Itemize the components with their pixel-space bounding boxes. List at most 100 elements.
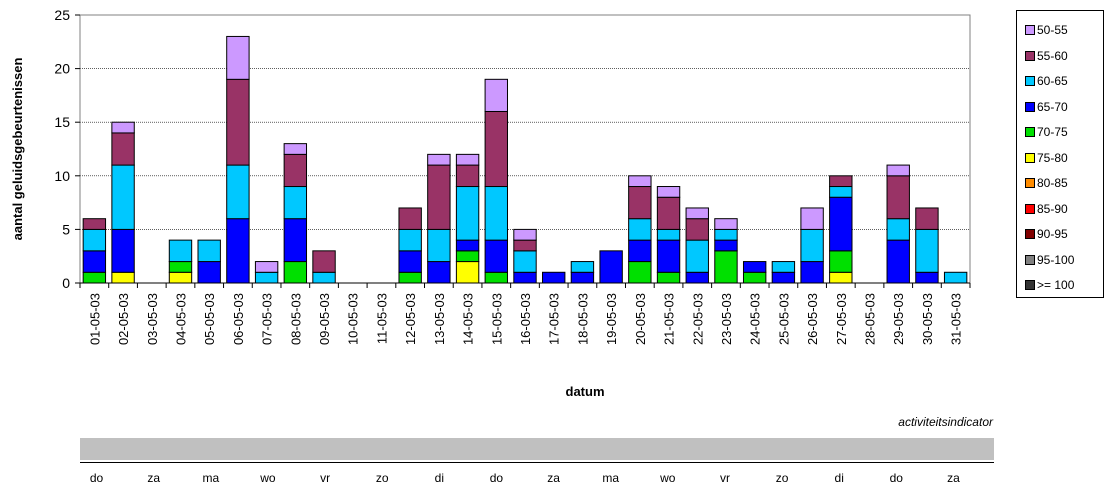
legend-label: >= 100: [1037, 278, 1075, 292]
legend-label: 60-65: [1037, 74, 1068, 88]
bar-segment: [82, 228, 107, 252]
bar-segment: [771, 271, 796, 284]
bar-segment: [111, 271, 135, 284]
bar-segment: [283, 143, 308, 155]
bar-segment: [570, 261, 595, 273]
bar-segment: [599, 250, 623, 284]
bar-segment: [427, 261, 451, 284]
legend-label: 65-70: [1037, 99, 1068, 114]
bar-segment: [484, 239, 508, 273]
bar-segment: [513, 250, 537, 273]
bar-segment: [628, 261, 652, 284]
legend: 50-55 55-60 60-65 65-70 70-75 75-80 80-85 85-90…: [1016, 10, 1104, 298]
bar-segment: [829, 186, 853, 198]
x-axis-ticks: 01-05-03 02-05-03 03-05-03 04-05-03 05-05-03…: [79, 282, 971, 345]
weekday-label: zo: [375, 471, 389, 485]
legend-item: 55-60: [1025, 49, 1068, 63]
bar-segment: [455, 164, 480, 188]
bar-segment: [312, 250, 336, 273]
x-tick-label: 14-05-03: [461, 293, 476, 345]
x-tick-label: 08-05-03: [288, 293, 303, 345]
weekday-label: za: [147, 471, 161, 485]
legend-swatch: [1025, 229, 1035, 239]
x-tick-label: 28-05-03: [863, 293, 878, 345]
x-tick-label: 09-05-03: [317, 293, 332, 345]
x-tick-label: 21-05-03: [662, 293, 677, 345]
bar-segment: [455, 239, 480, 252]
bar-segment: [398, 271, 422, 284]
legend-swatch: [1025, 127, 1035, 137]
bar-segment: [656, 228, 681, 241]
legend-label: 80-85: [1037, 176, 1068, 190]
x-tick-label: 20-05-03: [633, 293, 648, 345]
bar-segment: [742, 261, 767, 273]
legend-swatch: [1025, 101, 1035, 112]
x-tick-label: 31-05-03: [949, 293, 964, 345]
legend-item: >= 100: [1025, 278, 1074, 292]
activity-indicator-label: activiteitsindicator: [898, 415, 993, 429]
legend-label: 95-100: [1037, 252, 1075, 267]
bar-segment: [312, 271, 336, 284]
bar-segment: [111, 228, 135, 273]
legend-swatch: [1025, 152, 1035, 163]
bar-segment: [915, 271, 939, 284]
weekday-label: do: [889, 471, 903, 485]
bar-segment: [542, 271, 566, 284]
bar-segment: [168, 261, 193, 273]
legend-item: 50-55: [1025, 23, 1068, 37]
legend-swatch: [1025, 254, 1035, 265]
x-tick-label: 15-05-03: [489, 293, 504, 345]
bar-segment: [283, 261, 308, 284]
bar-segment: [283, 186, 308, 220]
bar-segment: [111, 121, 135, 134]
bar-segment: [111, 132, 135, 166]
bar-segment: [484, 271, 508, 284]
bar-segment: [226, 78, 250, 166]
bar-segment: [628, 186, 652, 220]
bar-segment: [800, 207, 824, 230]
x-tick-label: 29-05-03: [891, 293, 906, 345]
bar-segment: [685, 271, 709, 284]
x-tick-label: 24-05-03: [748, 293, 763, 345]
bar-segment: [656, 196, 681, 230]
weekday-label: wo: [260, 471, 276, 485]
weekday-label: zo: [775, 471, 789, 485]
bar-segment: [800, 228, 824, 263]
legend-label: 90-95: [1037, 227, 1068, 241]
weekday-label: ma: [602, 471, 620, 485]
bar-segment: [685, 207, 709, 220]
y-tick-label: 0: [62, 275, 70, 291]
bar-segment: [685, 239, 709, 273]
bar-segment: [484, 110, 508, 188]
y-axis-label: aantal geluidsgebeurtenissen: [10, 58, 25, 241]
legend-item: 70-75: [1025, 125, 1068, 139]
bar-segment: [168, 239, 193, 263]
bar-segment: [628, 218, 652, 241]
bar-segment: [197, 261, 221, 284]
bar-segment: [943, 271, 968, 284]
weekday-label: za: [547, 471, 560, 485]
bar-segment: [628, 239, 652, 263]
legend-item: 80-85: [1025, 176, 1068, 190]
y-tick-label: 10: [54, 168, 70, 184]
legend-label: 50-55: [1037, 23, 1068, 37]
bar-segment: [685, 218, 709, 241]
legend-swatch: [1025, 25, 1035, 35]
bar-segment: [484, 78, 508, 112]
weekday-label: do: [489, 471, 504, 485]
x-tick-label: 13-05-03: [432, 293, 447, 345]
x-tick-label: 01-05-03: [87, 293, 102, 345]
bar-segment: [915, 207, 939, 230]
bar-segment: [714, 239, 738, 252]
legend-item: 95-100: [1025, 253, 1074, 267]
bar-segment: [82, 250, 107, 273]
x-tick-label: 27-05-03: [834, 293, 849, 345]
legend-label: 70-75: [1037, 125, 1068, 139]
bar-segment: [829, 271, 853, 284]
bar-segment: [226, 35, 250, 80]
legend-label: 85-90: [1037, 201, 1068, 216]
bar-segment: [82, 218, 107, 230]
weekday-label: vr: [320, 471, 331, 485]
x-tick-label: 22-05-03: [690, 293, 705, 345]
x-tick-label: 18-05-03: [575, 293, 590, 345]
